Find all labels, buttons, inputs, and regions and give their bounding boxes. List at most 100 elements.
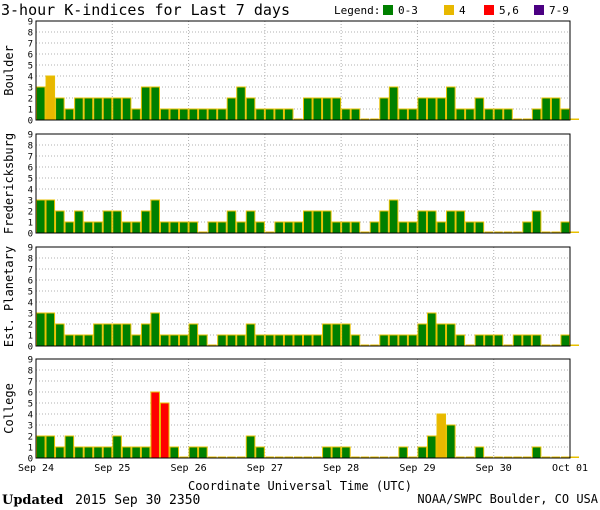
bar: [169, 221, 180, 234]
bar: [360, 344, 370, 346]
bar: [226, 97, 237, 121]
bar: [64, 108, 75, 121]
bar: [436, 221, 447, 234]
bar: [93, 446, 103, 459]
legend-label: Legend:: [334, 4, 380, 17]
bar: [102, 323, 113, 347]
bar: [474, 221, 485, 234]
bar: [64, 435, 75, 459]
bar: [150, 391, 160, 459]
bar: [417, 97, 427, 121]
bar: [426, 210, 437, 234]
bar: [522, 118, 532, 120]
y-tick-label: 5: [28, 400, 33, 410]
bar: [570, 118, 580, 120]
bar: [331, 446, 342, 459]
bar: [83, 221, 94, 234]
bar: [179, 456, 189, 458]
bar: [369, 221, 380, 234]
bar: [370, 118, 379, 120]
y-tick-label: 9: [28, 18, 33, 28]
bar: [398, 446, 408, 459]
bar: [370, 344, 379, 346]
bar: [198, 334, 208, 347]
bar: [226, 334, 237, 347]
bar: [313, 456, 322, 458]
bar: [36, 199, 46, 234]
y-tick-label: 9: [28, 131, 33, 141]
y-tick-label: 9: [28, 356, 33, 366]
bar: [312, 97, 323, 121]
bar: [398, 221, 408, 234]
bar: [293, 221, 304, 234]
bar: [398, 334, 408, 347]
bar: [169, 334, 180, 347]
bar: [426, 435, 437, 459]
bar: [131, 334, 141, 347]
x-tick-label: Sep 25: [94, 463, 130, 474]
bar: [226, 210, 237, 234]
bar: [150, 86, 160, 121]
bar: [541, 97, 551, 121]
legend: 0-3 4 5,6 7-9: [383, 4, 569, 17]
chart-panels: 0123456789Boulder0123456789Fredericksbur…: [2, 18, 580, 465]
bar: [465, 221, 475, 234]
bar: [494, 231, 503, 233]
bar: [255, 221, 265, 234]
bar: [360, 118, 370, 120]
bar: [389, 456, 398, 458]
y-tick-label: 1: [28, 106, 33, 116]
bar: [379, 334, 389, 347]
y-tick-label: 7: [28, 378, 33, 388]
bar: [560, 221, 571, 234]
bar: [236, 334, 246, 347]
bar: [322, 446, 332, 459]
bar: [341, 221, 351, 234]
bar: [388, 86, 399, 121]
bar: [179, 108, 189, 121]
y-tick-label: 1: [28, 444, 33, 454]
bar: [45, 435, 56, 459]
bar: [303, 210, 313, 234]
bar: [551, 456, 560, 458]
bar: [112, 435, 122, 459]
bar: [227, 456, 236, 458]
bar: [322, 97, 332, 121]
legend-entry-3: 7-9: [549, 4, 569, 17]
bar: [140, 86, 151, 121]
bar: [131, 108, 141, 121]
y-tick-label: 5: [28, 175, 33, 185]
bar: [465, 344, 475, 346]
x-tick-label: Sep 26: [171, 463, 207, 474]
bar: [513, 231, 522, 233]
y-tick-label: 3: [28, 310, 33, 320]
bar: [159, 221, 170, 234]
y-tick-label: 0: [28, 455, 33, 465]
bar: [379, 456, 389, 458]
bar: [331, 221, 342, 234]
y-tick-label: 6: [28, 51, 33, 61]
bar: [236, 456, 246, 458]
bar: [541, 231, 551, 233]
legend-entry-0: 0-3: [398, 4, 418, 17]
bar: [217, 221, 227, 234]
bar: [426, 97, 437, 121]
footer-credit: NOAA/SWPC Boulder, CO USA: [417, 492, 598, 506]
bar: [55, 323, 65, 347]
bar: [74, 446, 84, 459]
bar: [207, 108, 218, 121]
bar: [436, 413, 447, 459]
bar: [236, 221, 246, 234]
bar: [207, 221, 218, 234]
y-tick-label: 9: [28, 244, 33, 254]
bar: [208, 456, 217, 458]
bar: [198, 231, 208, 233]
x-tick-label: Sep 24: [18, 463, 54, 474]
y-tick-label: 6: [28, 277, 33, 287]
bar: [74, 210, 84, 234]
bar: [407, 334, 418, 347]
bar: [513, 118, 522, 120]
bar: [45, 199, 56, 234]
bar: [388, 199, 399, 234]
